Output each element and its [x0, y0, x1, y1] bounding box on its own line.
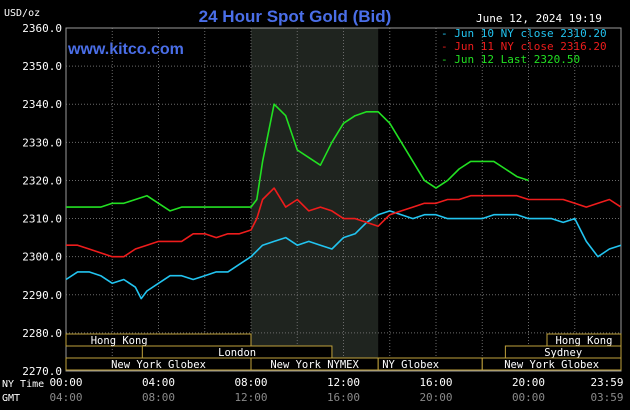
- session-new-york-nymex: New York NYMEX: [250, 357, 379, 371]
- plot-frame: [65, 27, 622, 372]
- x-tick-label-gmt: 04:00: [49, 391, 82, 404]
- x-axis-gmt-label: GMT: [2, 393, 20, 404]
- session-label: Hong Kong: [556, 335, 613, 347]
- legend-entry-1: - Jun 10 NY close 2310.20: [441, 27, 607, 40]
- y-tick-label: 2280.0: [22, 327, 62, 340]
- y-tick-label: 2270.0: [22, 365, 62, 378]
- x-tick-label-gmt: 12:00: [234, 391, 267, 404]
- y-tick-label: 2300.0: [22, 251, 62, 264]
- y-tick-label: 2310.0: [22, 213, 62, 226]
- session-london: London: [141, 345, 333, 359]
- session-new-york-globex: New York Globex: [65, 357, 252, 371]
- series-line-1: [65, 210, 622, 300]
- x-tick-label-gmt: 00:00: [512, 391, 545, 404]
- y-tick-label: 2340.0: [22, 98, 62, 111]
- y-tick-label: 2360.0: [22, 22, 62, 35]
- session-bar: [481, 357, 622, 371]
- session-label: NY Globex: [382, 359, 439, 371]
- session-label: New York Globex: [111, 359, 206, 371]
- session-ny-globex: NY Globex: [377, 357, 483, 371]
- legend-entry-2: - Jun 11 NY close 2316.20: [441, 40, 607, 53]
- y-tick-label: 2290.0: [22, 289, 62, 302]
- session-label: Sydney: [544, 347, 582, 359]
- session-new-york-globex: New York Globex: [481, 357, 622, 371]
- legend: - Jun 10 NY close 2310.20- Jun 11 NY clo…: [441, 27, 607, 66]
- nymex-highlight-band: [251, 28, 379, 371]
- session-label: London: [218, 347, 256, 359]
- y-tick-label: 2350.0: [22, 60, 62, 73]
- x-tick-label-gmt: 03:59: [590, 391, 623, 404]
- x-tick-label-ny: 00:00: [49, 376, 82, 389]
- x-tick-label-ny: 20:00: [512, 376, 545, 389]
- session-label: Hong Kong: [91, 335, 148, 347]
- session-label: New York NYMEX: [270, 359, 359, 371]
- x-tick-label-ny: 04:00: [142, 376, 175, 389]
- x-axis-ny-label: NY Time: [2, 379, 44, 390]
- y-axis-label: USD/oz: [4, 8, 40, 19]
- y-tick-label: 2330.0: [22, 136, 62, 149]
- series-line-2: [66, 187, 622, 258]
- x-tick-label-gmt: 08:00: [142, 391, 175, 404]
- axes: 2360.0 2350.0 2340.0 2330.0 2320.0 2310.0 2300…: [2, 22, 624, 404]
- x-tick-label-ny: 08:00: [234, 376, 267, 389]
- x-tick-label-gmt: 20:00: [419, 391, 452, 404]
- session-label: New York Globex: [504, 359, 599, 371]
- x-tick-label-ny: 12:00: [327, 376, 360, 389]
- kitco-website: www.kitco.com: [67, 41, 184, 58]
- session-hong-kong: Hong Kong: [65, 333, 252, 347]
- legend-entry-3: - Jun 12 Last 2320.50: [441, 53, 580, 66]
- session-sydney: Sydney: [504, 345, 622, 359]
- session-hong-kong: Hong Kong: [546, 333, 622, 347]
- y-tick-label: 2320.0: [22, 174, 62, 187]
- chart-title: 24 Hour Spot Gold (Bid): [199, 7, 392, 26]
- x-tick-label-gmt: 16:00: [327, 391, 360, 404]
- chart-timestamp: June 12, 2024 19:19: [476, 12, 602, 25]
- x-tick-label-ny: 23:59: [590, 376, 623, 389]
- x-tick-label-ny: 16:00: [419, 376, 452, 389]
- series-line-3: [66, 103, 529, 212]
- plot-area: [65, 27, 622, 372]
